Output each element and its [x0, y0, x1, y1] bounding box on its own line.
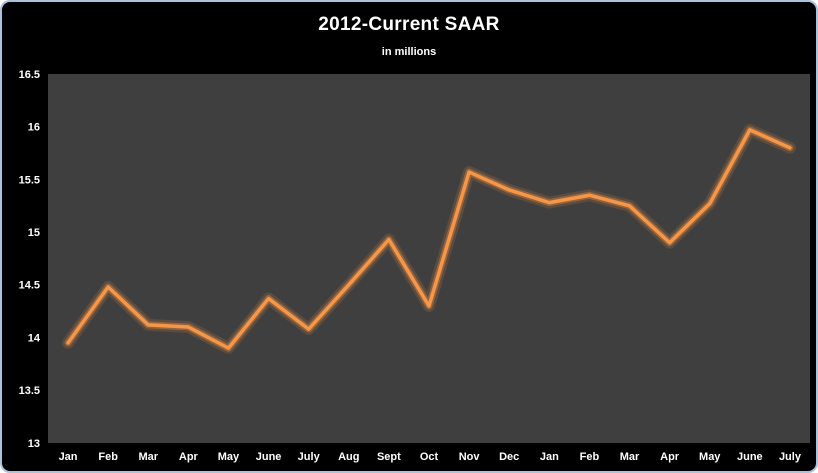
x-axis-label: Feb	[98, 451, 118, 463]
x-axis-label: Dec	[499, 451, 519, 463]
x-axis-label: May	[699, 451, 721, 463]
x-axis-label: June	[256, 451, 282, 463]
y-axis-label: 16	[28, 122, 40, 134]
x-axis-label: Apr	[660, 451, 680, 463]
y-axis-label: 13.5	[19, 385, 40, 397]
x-axis-label: Sept	[377, 451, 401, 463]
y-axis-label: 14.5	[19, 280, 40, 292]
chart-title: 2012-Current SAAR	[318, 14, 500, 35]
y-axis-label: 14	[28, 332, 41, 344]
y-axis-label: 15	[28, 227, 40, 239]
x-axis-label: Feb	[580, 451, 600, 463]
x-axis-label: Aug	[338, 451, 359, 463]
plot-area	[48, 74, 810, 443]
x-axis-label: July	[298, 451, 321, 463]
y-axis-label: 15.5	[19, 174, 40, 186]
chart-subtitle: in millions	[381, 46, 437, 58]
y-axis-label: 16.5	[19, 69, 40, 81]
y-axis-label: 13	[28, 438, 40, 450]
x-axis-label: Nov	[459, 451, 481, 463]
x-axis-label: Oct	[420, 451, 439, 463]
x-axis-label: July	[779, 451, 802, 463]
x-axis-label: Jan	[540, 451, 559, 463]
x-axis-label: Jan	[59, 451, 78, 463]
x-axis-label: Mar	[138, 451, 158, 463]
x-axis-label: Mar	[620, 451, 640, 463]
x-axis-label: June	[737, 451, 763, 463]
saar-line	[66, 128, 792, 350]
x-axis-label: May	[218, 451, 240, 463]
x-axis-label: Apr	[179, 451, 199, 463]
